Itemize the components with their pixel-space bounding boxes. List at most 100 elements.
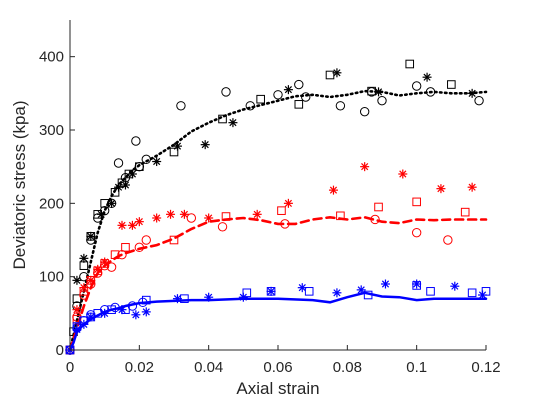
circle-marker <box>294 79 304 90</box>
circle-marker <box>280 219 290 229</box>
star-marker <box>93 264 103 274</box>
circle-marker <box>273 90 283 100</box>
star-marker <box>332 288 342 298</box>
plot-background <box>70 20 486 350</box>
circle-marker <box>425 87 436 97</box>
star-marker <box>412 279 422 289</box>
star-marker <box>238 292 248 302</box>
star-marker <box>172 294 182 304</box>
circle-marker <box>377 95 387 106</box>
star-marker <box>131 310 141 320</box>
star-marker <box>120 180 130 190</box>
star-marker <box>374 87 384 97</box>
star-marker <box>252 209 262 219</box>
y-tick-label: 100 <box>39 269 64 286</box>
star-marker <box>450 281 460 291</box>
circle-marker <box>134 242 145 253</box>
star-marker <box>360 162 370 172</box>
star-marker <box>127 169 137 179</box>
star-marker <box>134 217 144 227</box>
y-tick-label: 400 <box>39 49 64 66</box>
x-axis-title: Axial strain <box>236 379 319 398</box>
square-marker <box>405 59 415 69</box>
circle-marker <box>221 87 231 97</box>
star-marker <box>204 292 214 302</box>
star-marker <box>398 169 408 179</box>
square-marker <box>447 80 456 89</box>
star-marker <box>283 198 293 208</box>
circle-marker <box>245 101 255 111</box>
circle-marker <box>141 235 151 245</box>
x-tick-label: 0.12 <box>471 359 500 376</box>
star-marker <box>72 275 82 285</box>
star-marker <box>96 209 106 219</box>
star-marker <box>79 253 89 263</box>
star-marker <box>127 220 137 230</box>
star-marker <box>152 213 162 223</box>
square-marker <box>107 305 116 314</box>
star-marker <box>266 286 276 296</box>
x-tick-label: 0.1 <box>406 359 427 376</box>
star-marker <box>478 290 488 300</box>
square-marker <box>218 114 227 124</box>
star-marker <box>100 308 110 318</box>
square-marker <box>294 100 304 109</box>
square-marker <box>110 188 120 197</box>
series-0 <box>65 59 488 355</box>
circle-marker <box>301 92 311 102</box>
star-marker <box>179 209 189 219</box>
star-marker <box>152 157 162 167</box>
y-tick-label: 0 <box>56 342 64 359</box>
star-marker <box>380 279 390 289</box>
square-marker <box>256 94 265 104</box>
square-marker <box>169 147 179 157</box>
circle-marker <box>335 101 346 111</box>
square-marker <box>277 206 286 215</box>
circle-marker <box>359 106 370 117</box>
star-marker <box>100 257 110 267</box>
star-marker <box>228 118 238 128</box>
star-marker <box>72 305 82 315</box>
star-marker <box>436 184 446 194</box>
star-marker <box>141 307 151 317</box>
x-tick-label: 0.02 <box>125 359 154 376</box>
x-tick-label: 0.06 <box>263 359 292 376</box>
x-tick-label: 0.08 <box>333 359 362 376</box>
square-marker <box>367 86 376 96</box>
square-marker <box>110 250 120 259</box>
star-marker <box>79 283 89 293</box>
y-tick-label: 300 <box>39 122 64 139</box>
circle-marker <box>411 227 422 238</box>
series-2 <box>65 279 491 355</box>
square-marker <box>121 243 130 252</box>
ticks: 0 0.02 0.04 0.06 0.08 0.1 0.12 0 100 200 300 400 <box>39 49 501 376</box>
square-marker <box>141 295 151 305</box>
square-marker <box>363 290 373 300</box>
star-marker <box>72 324 82 334</box>
star-marker <box>86 312 96 322</box>
star-marker <box>107 198 117 208</box>
square-marker <box>325 70 335 80</box>
square-marker <box>336 211 345 221</box>
circle-marker <box>411 81 422 91</box>
star-marker <box>467 182 477 192</box>
square-marker <box>374 202 383 212</box>
circle-marker <box>176 101 186 111</box>
star-marker <box>114 182 124 192</box>
y-axis-title: Deviatoric stress (kpa) <box>10 100 29 269</box>
star-marker <box>328 185 338 195</box>
star-marker <box>283 85 293 95</box>
x-tick-label: 0.04 <box>194 359 223 376</box>
star-marker <box>467 88 477 98</box>
circle-marker <box>217 222 228 232</box>
star-marker <box>422 72 432 82</box>
circle-marker <box>443 235 453 245</box>
star-marker <box>204 213 214 223</box>
circle-marker <box>474 95 484 106</box>
circle-marker <box>131 136 141 146</box>
circle-marker <box>113 158 124 168</box>
star-marker <box>79 319 89 329</box>
star-marker <box>117 305 127 315</box>
square-marker <box>304 287 314 296</box>
